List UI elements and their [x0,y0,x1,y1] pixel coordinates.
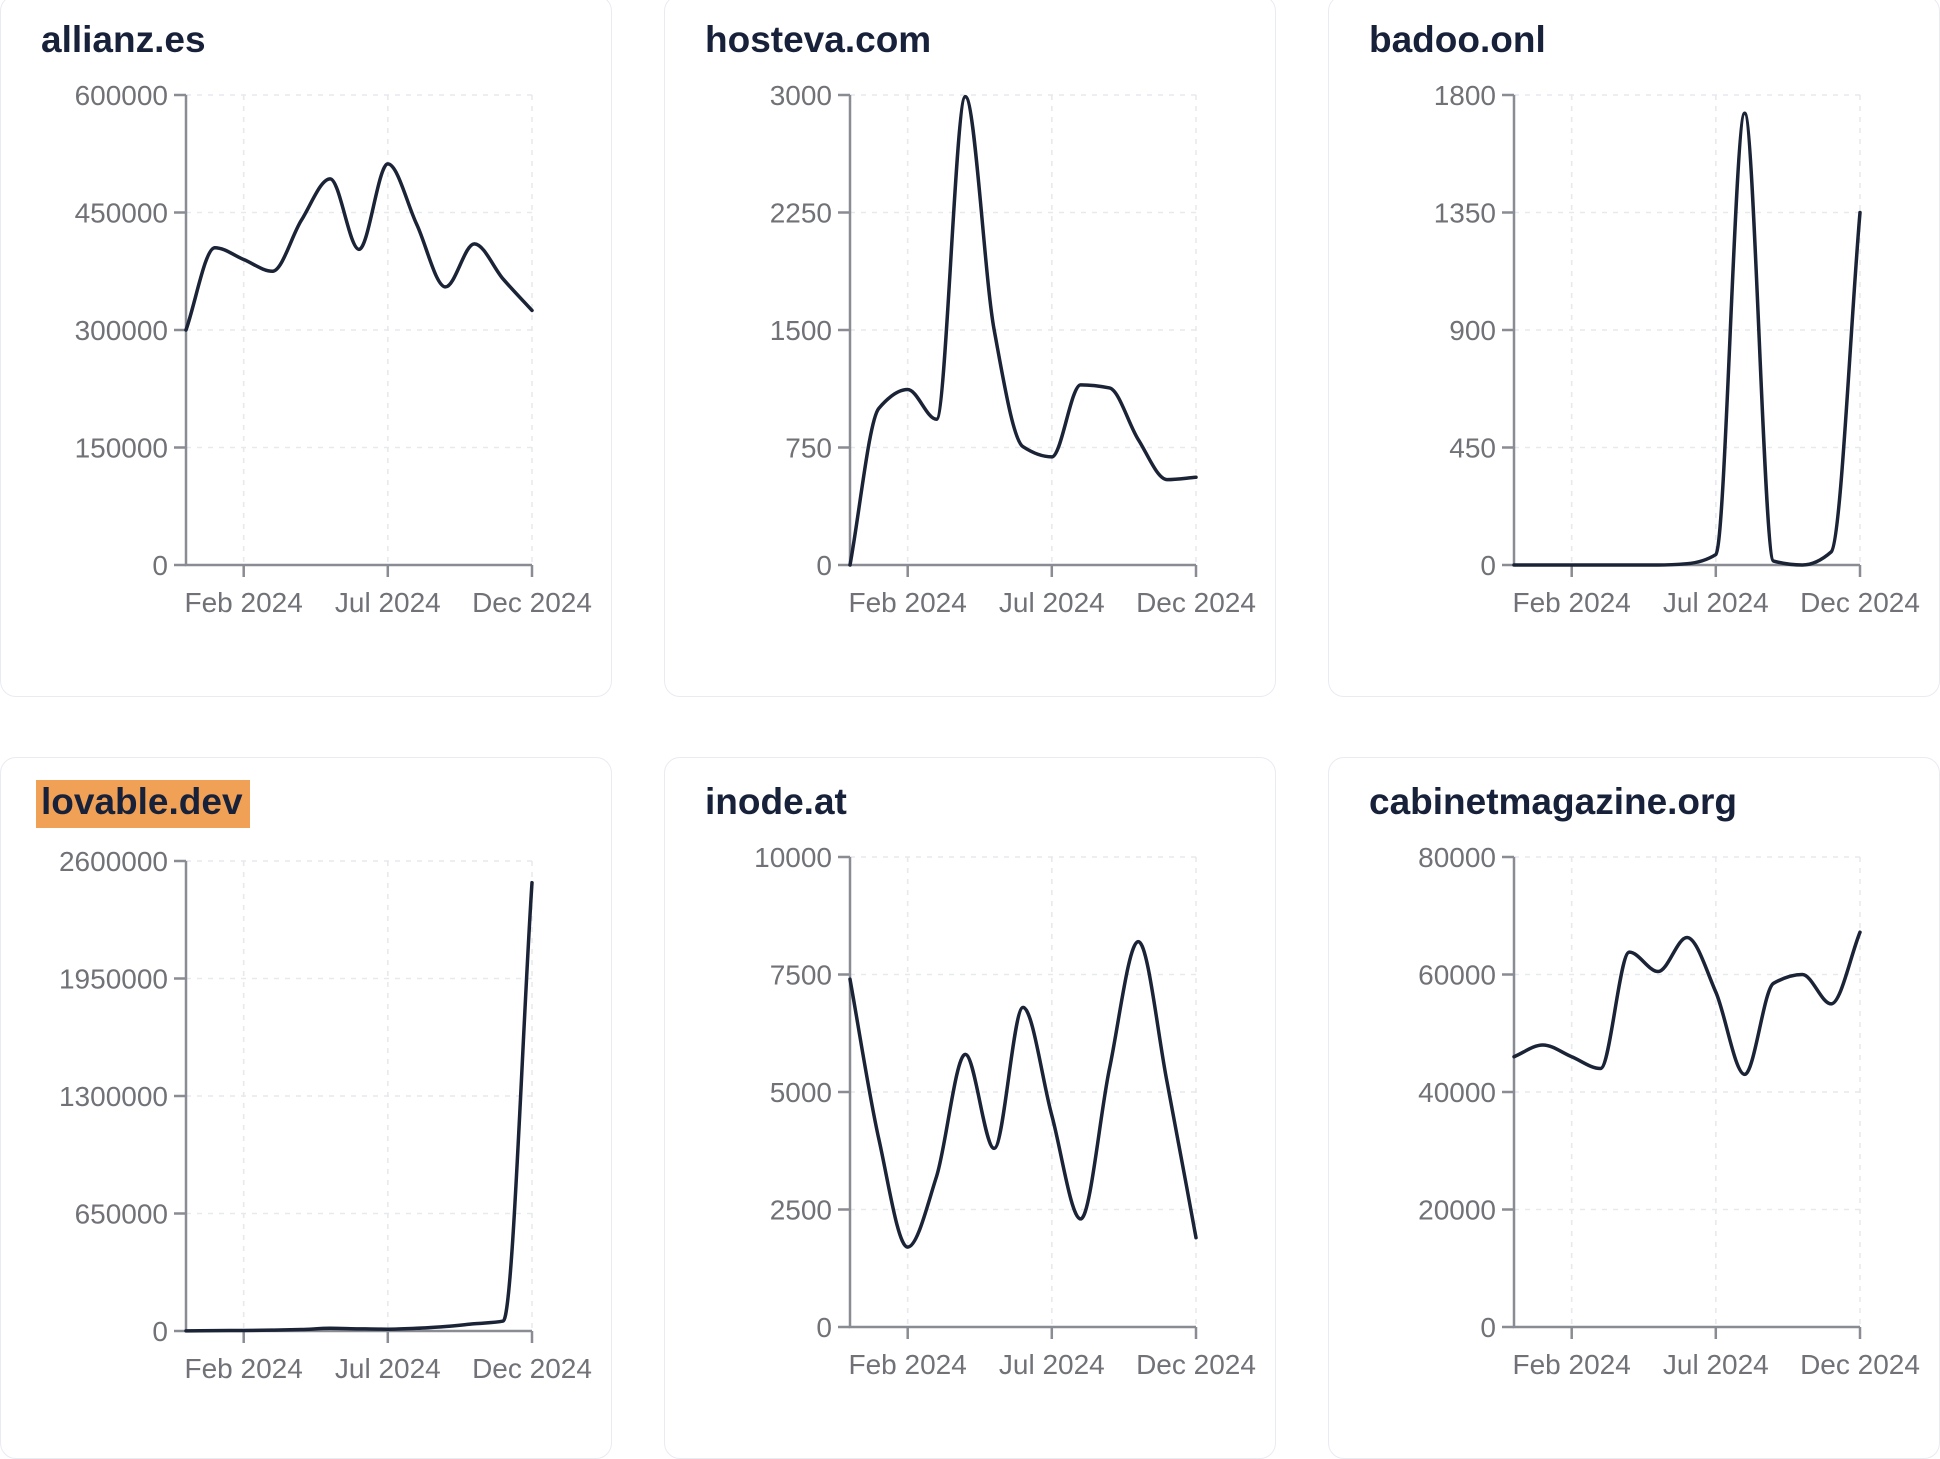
x-tick-label: Jul 2024 [335,1353,441,1384]
tick-marks [1502,93,1862,577]
y-tick-label: 650000 [75,1199,168,1230]
axis-line [184,861,532,1333]
domain-title: inode.at [705,781,847,822]
y-tick-label: 450000 [75,198,168,229]
axis-line [848,95,1196,567]
x-tick-label: Dec 2024 [1800,1349,1920,1380]
chart-title: badoo.onl [1369,18,1939,62]
y-tick-label: 750 [785,433,832,464]
x-tick-label: Jul 2024 [999,1349,1105,1380]
y-tick-label: 7500 [770,960,832,991]
data-line [184,880,534,1333]
y-tick-label: 2500 [770,1195,832,1226]
y-tick-label: 1800 [1434,80,1496,111]
chart-card-badoo-onl: badoo.onl 0 450 900 1350 1800 Feb 2024 Jul 202… [1328,0,1940,697]
data-line [1512,930,1862,1077]
chart-card-inode-at: inode.at 0 2500 5000 7500 10000 Feb 2024 Jul 2… [664,757,1276,1459]
x-tick-label: Feb 2024 [185,1353,303,1384]
y-tick-label: 60000 [1418,960,1496,991]
domain-title-highlighted: lovable.dev [36,780,250,828]
x-tick-label: Dec 2024 [1800,587,1920,618]
gridlines [1514,94,1861,565]
x-tick-label: Dec 2024 [472,587,592,618]
axis-line [848,857,1196,1329]
tick-marks [174,859,534,1343]
x-tick-label: Feb 2024 [849,1349,967,1380]
y-tick-label: 0 [1480,1312,1496,1343]
y-tick-label: 0 [1480,550,1496,581]
x-tick-label: Jul 2024 [1663,1349,1769,1380]
gridlines [186,860,533,1331]
chart-card-hosteva-com: hosteva.com 0 750 1500 2250 3000 Feb 2024 Jul … [664,0,1276,697]
gridlines [850,94,1197,565]
y-tick-label: 10000 [754,842,832,873]
y-tick-label: 80000 [1418,842,1496,873]
axis-line [1512,95,1860,567]
chart-card-cabinetmagazine-org: cabinetmagazine.org 0 20000 40000 60000 8000… [1328,757,1940,1459]
y-tick-label: 900 [1449,315,1496,346]
domain-title: hosteva.com [705,19,932,60]
axis-line [1512,857,1860,1329]
y-tick-label: 0 [816,550,832,581]
y-tick-label: 1300000 [59,1081,168,1112]
chart-title: inode.at [705,780,1275,824]
x-tick-label: Feb 2024 [185,587,303,618]
y-tick-label: 3000 [770,80,832,111]
axis-line [184,95,532,567]
x-tick-label: Feb 2024 [1513,1349,1631,1380]
x-tick-label: Jul 2024 [999,587,1105,618]
y-tick-label: 2600000 [59,846,168,877]
traffic-line-chart: 0 450 900 1350 1800 Feb 2024 Jul 2024 Dec 2024 [1434,80,1920,618]
x-tick-label: Jul 2024 [1663,587,1769,618]
traffic-line-chart: 0 650000 1300000 1950000 2600000 Feb 2024 Jul … [59,846,592,1384]
y-tick-label: 40000 [1418,1077,1496,1108]
y-tick-label: 1350 [1434,198,1496,229]
domain-title: allianz.es [41,19,206,60]
x-tick-label: Dec 2024 [472,1353,592,1384]
data-line [848,94,1198,567]
chart-card-lovable-dev: lovable.dev 0 650000 1300000 1950000 2600000… [0,757,612,1459]
traffic-line-chart: 0 150000 300000 450000 600000 Feb 2024 Jul 202… [75,80,592,618]
y-tick-label: 20000 [1418,1195,1496,1226]
chart-title: cabinetmagazine.org [1369,780,1939,824]
gridlines [850,856,1197,1327]
y-tick-label: 450 [1449,433,1496,464]
traffic-line-chart: 0 2500 5000 7500 10000 Feb 2024 Jul 2024 Dec 20… [754,842,1256,1380]
x-tick-label: Feb 2024 [1513,587,1631,618]
x-tick-label: Feb 2024 [849,587,967,618]
tick-marks [1502,855,1862,1339]
tick-marks [174,93,534,577]
traffic-line-chart: 0 750 1500 2250 3000 Feb 2024 Jul 2024 Dec 2024 [770,80,1256,618]
x-tick-label: Dec 2024 [1136,1349,1256,1380]
x-tick-label: Jul 2024 [335,587,441,618]
chart-card-allianz-es: allianz.es 0 150000 300000 450000 600000 Feb … [0,0,612,697]
y-tick-label: 600000 [75,80,168,111]
data-line [848,939,1198,1249]
y-tick-label: 1500 [770,315,832,346]
chart-title: lovable.dev [36,780,611,828]
data-line [184,162,534,332]
y-tick-label: 0 [152,1316,168,1347]
y-tick-label: 2250 [770,198,832,229]
chart-title: hosteva.com [705,18,1275,62]
data-line [1512,111,1862,567]
y-tick-label: 300000 [75,315,168,346]
tick-marks [838,93,1198,577]
y-tick-label: 150000 [75,433,168,464]
gridlines [186,94,533,565]
y-tick-label: 0 [816,1312,832,1343]
gridlines [1514,856,1861,1327]
domain-title: cabinetmagazine.org [1369,781,1738,822]
chart-title: allianz.es [41,18,611,62]
tick-marks [838,855,1198,1339]
y-tick-label: 5000 [770,1077,832,1108]
x-tick-label: Dec 2024 [1136,587,1256,618]
y-tick-label: 1950000 [59,964,168,995]
y-tick-label: 0 [152,550,168,581]
traffic-line-chart: 0 20000 40000 60000 80000 Feb 2024 Jul 2024 Dec… [1418,842,1920,1380]
domain-title: badoo.onl [1369,19,1546,60]
